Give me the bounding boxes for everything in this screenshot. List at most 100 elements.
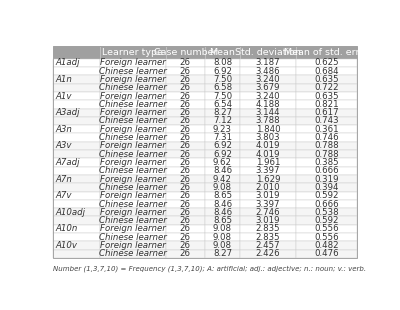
Text: A3adj: A3adj	[55, 108, 80, 117]
Text: Chinese learner: Chinese learner	[99, 183, 167, 192]
Text: 0.592: 0.592	[314, 191, 339, 200]
Bar	[296, 46, 357, 59]
Text: 2.835: 2.835	[256, 224, 280, 233]
Text: 0.394: 0.394	[314, 183, 339, 192]
Bar	[240, 208, 296, 216]
Text: Std. deviation: Std. deviation	[235, 48, 301, 57]
Bar	[205, 150, 240, 158]
Bar	[53, 46, 100, 59]
Bar	[205, 241, 240, 250]
Bar	[296, 250, 357, 258]
Text: 4.019: 4.019	[256, 141, 280, 150]
Bar	[100, 75, 166, 84]
Text: Chinese learner: Chinese learner	[99, 100, 167, 109]
Bar	[100, 46, 166, 59]
Text: A7n: A7n	[55, 175, 72, 184]
Bar	[205, 59, 240, 67]
Text: Foreign learner: Foreign learner	[100, 108, 166, 117]
Bar	[205, 200, 240, 208]
Bar	[240, 125, 296, 133]
Text: 8.08: 8.08	[213, 58, 232, 67]
Text: Chinese learner: Chinese learner	[99, 67, 167, 76]
Text: Chinese learner: Chinese learner	[99, 233, 167, 242]
Bar	[240, 67, 296, 75]
Bar	[100, 100, 166, 108]
Bar	[205, 175, 240, 183]
Bar	[166, 208, 205, 216]
Text: 8.27: 8.27	[213, 249, 232, 258]
Text: 9.08: 9.08	[213, 233, 232, 242]
Bar	[53, 200, 100, 208]
Text: 3.397: 3.397	[256, 200, 280, 209]
Text: 8.65: 8.65	[213, 216, 232, 225]
Text: 26: 26	[180, 75, 191, 84]
Text: 0.635: 0.635	[314, 91, 339, 100]
Bar	[240, 183, 296, 192]
Bar	[53, 241, 100, 250]
Text: 26: 26	[180, 67, 191, 76]
Text: 26: 26	[180, 249, 191, 258]
Text: 26: 26	[180, 117, 191, 126]
Bar	[205, 216, 240, 225]
Text: Chinese learner: Chinese learner	[99, 83, 167, 92]
Bar	[166, 92, 205, 100]
Text: Number (1,3,7,10) = Frequency (1,3,7,10); A: artificial; adj.: adjective; n.: no: Number (1,3,7,10) = Frequency (1,3,7,10)…	[53, 265, 366, 272]
Bar	[296, 167, 357, 175]
Text: 8.27: 8.27	[213, 108, 232, 117]
Text: Foreign learner: Foreign learner	[100, 175, 166, 184]
Bar	[240, 150, 296, 158]
Bar	[100, 250, 166, 258]
Text: 26: 26	[180, 141, 191, 150]
Text: 7.12: 7.12	[213, 117, 232, 126]
Text: 0.592: 0.592	[314, 216, 339, 225]
Bar	[296, 133, 357, 142]
Bar	[240, 75, 296, 84]
Bar	[296, 150, 357, 158]
Text: 6.92: 6.92	[213, 150, 232, 159]
Text: 26: 26	[180, 133, 191, 142]
Bar	[166, 133, 205, 142]
Text: A1n: A1n	[55, 75, 72, 84]
Bar	[53, 208, 100, 216]
Bar	[53, 192, 100, 200]
Bar	[53, 108, 100, 117]
Bar	[166, 241, 205, 250]
Bar	[53, 233, 100, 241]
Text: 0.556: 0.556	[314, 233, 339, 242]
Bar	[100, 175, 166, 183]
Text: 8.46: 8.46	[213, 166, 232, 175]
Bar	[166, 233, 205, 241]
Bar	[166, 46, 205, 59]
Text: 2.457: 2.457	[256, 241, 280, 250]
Bar	[205, 142, 240, 150]
Bar	[100, 167, 166, 175]
Bar	[205, 183, 240, 192]
Text: 0.361: 0.361	[314, 125, 339, 134]
Bar	[100, 67, 166, 75]
Bar	[296, 92, 357, 100]
Text: A10n: A10n	[55, 224, 77, 233]
Text: 3.019: 3.019	[256, 216, 280, 225]
Text: Chinese learner: Chinese learner	[99, 216, 167, 225]
Text: 8.65: 8.65	[213, 191, 232, 200]
Text: 26: 26	[180, 58, 191, 67]
Bar	[240, 108, 296, 117]
Bar	[166, 183, 205, 192]
Text: 0.476: 0.476	[314, 249, 339, 258]
Bar	[53, 46, 357, 258]
Text: A3v: A3v	[55, 141, 72, 150]
Bar	[240, 117, 296, 125]
Text: 7.50: 7.50	[213, 75, 232, 84]
Text: 9.62: 9.62	[213, 158, 232, 167]
Text: 1.629: 1.629	[256, 175, 280, 184]
Bar	[205, 46, 240, 59]
Bar	[166, 250, 205, 258]
Bar	[205, 233, 240, 241]
Text: 3.144: 3.144	[256, 108, 280, 117]
Bar	[166, 175, 205, 183]
Bar	[166, 167, 205, 175]
Bar	[166, 59, 205, 67]
Bar	[296, 233, 357, 241]
Bar	[100, 158, 166, 167]
Bar	[166, 142, 205, 150]
